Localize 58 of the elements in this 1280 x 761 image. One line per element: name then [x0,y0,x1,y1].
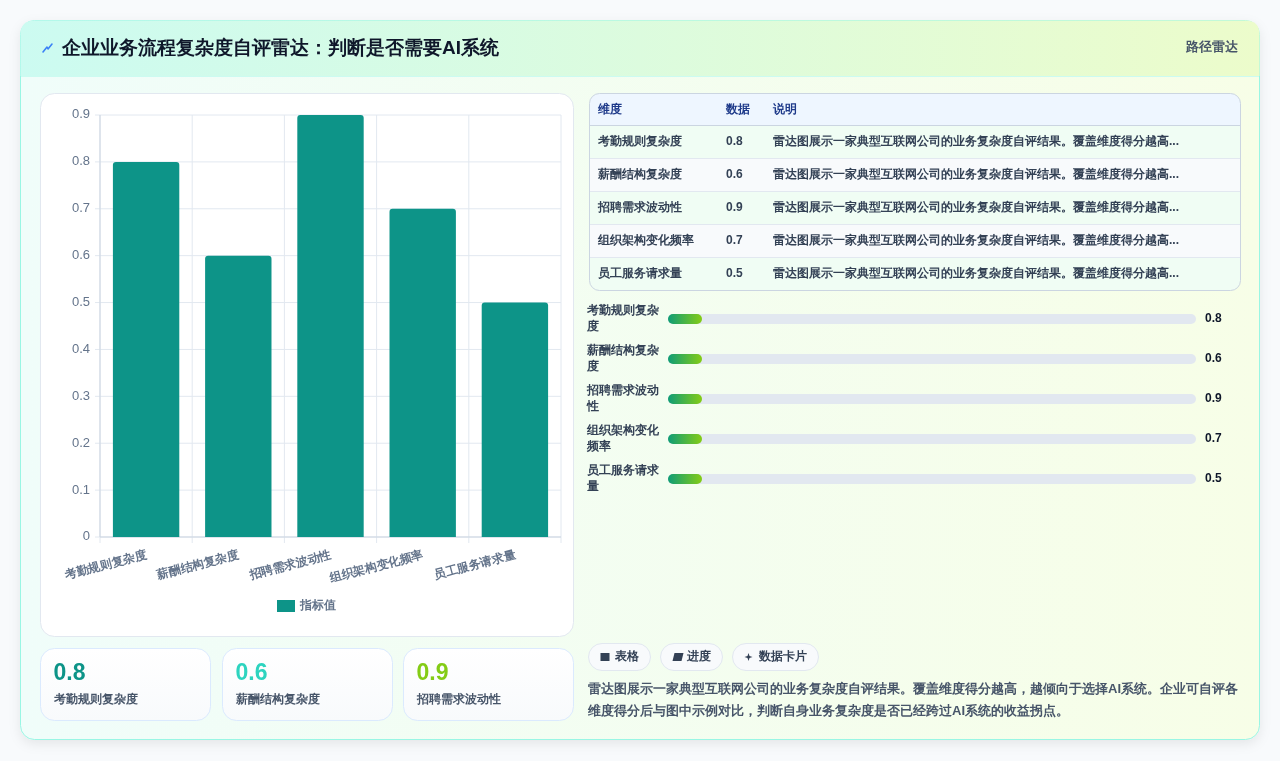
y-tick-label: 0.3 [71,387,90,403]
category-label: 薪酬结构复杂度 [597,167,682,182]
category-label: 考勤规则复杂度 [597,134,682,149]
category-label: 薪酬结构复杂度 [234,692,320,707]
y-tick-label: 0.9 [71,106,90,122]
data-label: 0.8 [726,134,744,149]
data-label: 0.6 [726,167,744,182]
data-label: 0.6 [1205,351,1223,366]
text: 雷达图展示一家典型互联网公司的业务复杂度自评结果。覆盖维度得分越高... [773,200,1180,215]
category-label: 考勤规则复杂度 [52,692,138,707]
text: 数据卡片 [757,649,807,664]
bar [389,208,456,537]
bar [481,302,549,537]
y-tick-label: 0.5 [71,293,90,309]
data-label: 0.5 [1205,471,1223,486]
x-tick-label: 薪酬结构复杂度 [154,546,241,583]
text: 雷达图展示一家典型互联网公司的业务复杂度自评结果。覆盖维度得分越高... [773,134,1180,149]
data-label: 0.5 [726,266,744,281]
data-label: 0.7 [1205,431,1223,446]
category-label: 组织架构变化频率 [586,423,660,454]
y-tick-label: 0.8 [71,153,90,169]
data-label: 0.6 [235,659,268,686]
y-tick-label: 0.4 [71,340,90,356]
category-label: 招聘需求波动性 [415,692,501,707]
y-tick-label: 0.1 [71,481,90,497]
text: 说明 [772,101,797,116]
text: 数据 [725,101,750,116]
category-label: 考勤规则复杂度 [586,303,659,334]
text: 表格 [613,649,640,664]
x-tick-label: 员工服务请求量 [432,546,517,583]
data-label: 0.9 [726,200,744,215]
y-tick-label: 0.7 [71,200,90,216]
category-label: 薪酬结构复杂度 [586,343,659,374]
category-label: 组织架构变化频率 [597,233,694,248]
bar [112,161,180,537]
data-label: 0.9 [416,659,449,686]
text: 企业业务流程复杂度自评雷达：判断是否需要AI系统 [61,37,500,59]
category-label: 招聘需求波动性 [597,200,682,215]
legend-label: 指标值 [299,598,336,613]
data-label: 0.7 [726,233,744,248]
bar [297,115,364,537]
text: 雷达图展示一家典型互联网公司的业务复杂度自评结果。覆盖维度得分越高... [773,233,1180,248]
x-tick-label: 考勤规则复杂度 [62,546,149,583]
y-tick-label: 0 [82,528,90,544]
text: 雷达图展示一家典型互联网公司的业务复杂度自评结果。覆盖维度得分越高，越倾向于选择AI系统。企业可自评各维度得分后与图中示例对比，判断自身业务复杂度是否已经跨过AI系统的收益拐点。 [587,681,1238,719]
text: 路径雷达 [1185,39,1239,55]
text: 雷达图展示一家典型互联网公司的业务复杂度自评结果。覆盖维度得分越高... [773,266,1180,281]
text: 进度 [685,649,711,664]
text: 雷达图展示一家典型互联网公司的业务复杂度自评结果。覆盖维度得分越高... [773,167,1180,182]
text: 维度 [597,101,622,116]
bar [205,255,272,537]
category-label: 员工服务请求量 [598,266,682,281]
y-tick-label: 0.2 [71,434,90,450]
y-tick-label: 0.6 [71,247,90,263]
category-label: 员工服务请求量 [586,463,660,494]
data-label: 0.9 [1205,391,1223,406]
data-label: 0.8 [1205,311,1223,326]
category-label: 招聘需求波动性 [586,383,659,414]
